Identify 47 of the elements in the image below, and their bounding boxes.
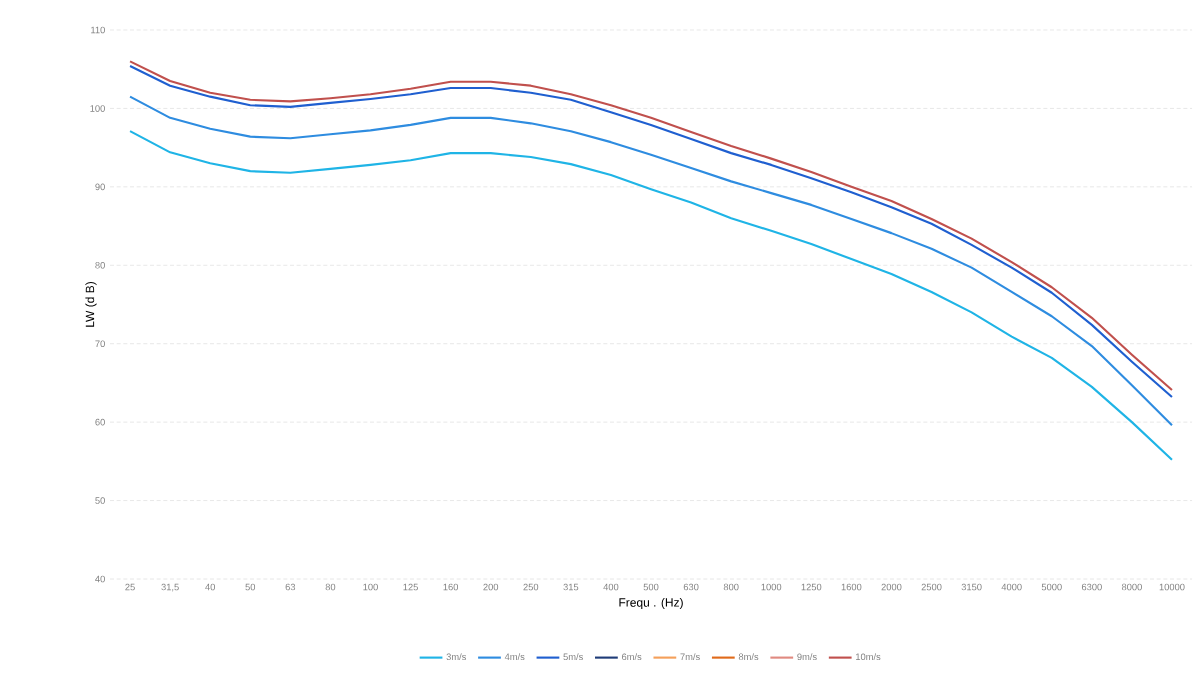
x-tick-label: 1000: [761, 583, 782, 591]
y-tick-label: 40: [95, 575, 105, 583]
x-tick-label: 630: [683, 583, 699, 591]
x-tick-label: 3150: [961, 583, 982, 591]
y-tick-label: 80: [95, 261, 105, 269]
x-tick-label: 4000: [1001, 583, 1022, 591]
y-tick-label: 100: [90, 105, 105, 112]
x-tick-label: 50: [245, 583, 256, 591]
x-tick-label: 125: [403, 583, 418, 591]
legend-label: 8m/s: [738, 653, 759, 661]
x-tick-label: 25: [125, 583, 135, 591]
x-tick-label: 6300: [1081, 583, 1102, 591]
x-tick-label: 40: [205, 583, 216, 591]
legend-label: 5m/s: [563, 653, 583, 661]
x-tick-label: 2500: [921, 583, 942, 591]
x-tick-label: 2000: [881, 583, 902, 591]
legend-label: 7m/s: [680, 653, 700, 661]
y-axis-title: LW (d B): [85, 282, 97, 327]
y-tick-label: 50: [95, 497, 105, 504]
line-series: [128, 95, 1174, 427]
x-tick-label: 200: [483, 583, 499, 591]
x-tick-label: 100: [363, 583, 378, 591]
y-tick-label: 70: [95, 340, 105, 348]
x-tick-label: 1250: [801, 583, 822, 591]
x-tick-label: 1600: [841, 583, 862, 591]
line-series: [128, 130, 1174, 461]
x-tick-label: 500: [643, 583, 659, 591]
x-tick-label: 31,5: [161, 583, 179, 592]
y-tick-label: 90: [95, 183, 105, 191]
legend-label: 4m/s: [504, 653, 525, 661]
x-tick-label: 63: [285, 583, 296, 591]
x-tick-label: 5000: [1041, 583, 1062, 591]
x-tick-label: 315: [563, 583, 579, 591]
y-tick-label: 110: [91, 26, 105, 34]
x-tick-label: 160: [443, 583, 459, 591]
legend-label: 10m/s: [856, 653, 881, 661]
x-axis-title: Frequ . (Hz): [619, 597, 683, 610]
legend-label: 3m/s: [446, 653, 467, 661]
legend-label: 6m/s: [622, 653, 642, 661]
x-tick-label: 250: [523, 583, 539, 591]
x-tick-label: 10000: [1159, 583, 1185, 591]
y-tick-label: 60: [95, 418, 105, 426]
x-tick-label: 400: [603, 583, 619, 591]
legend-label: 9m/s: [797, 653, 817, 661]
x-tick-label: 800: [723, 583, 739, 591]
x-tick-label: 80: [325, 583, 336, 591]
x-tick-label: 8000: [1121, 583, 1142, 591]
